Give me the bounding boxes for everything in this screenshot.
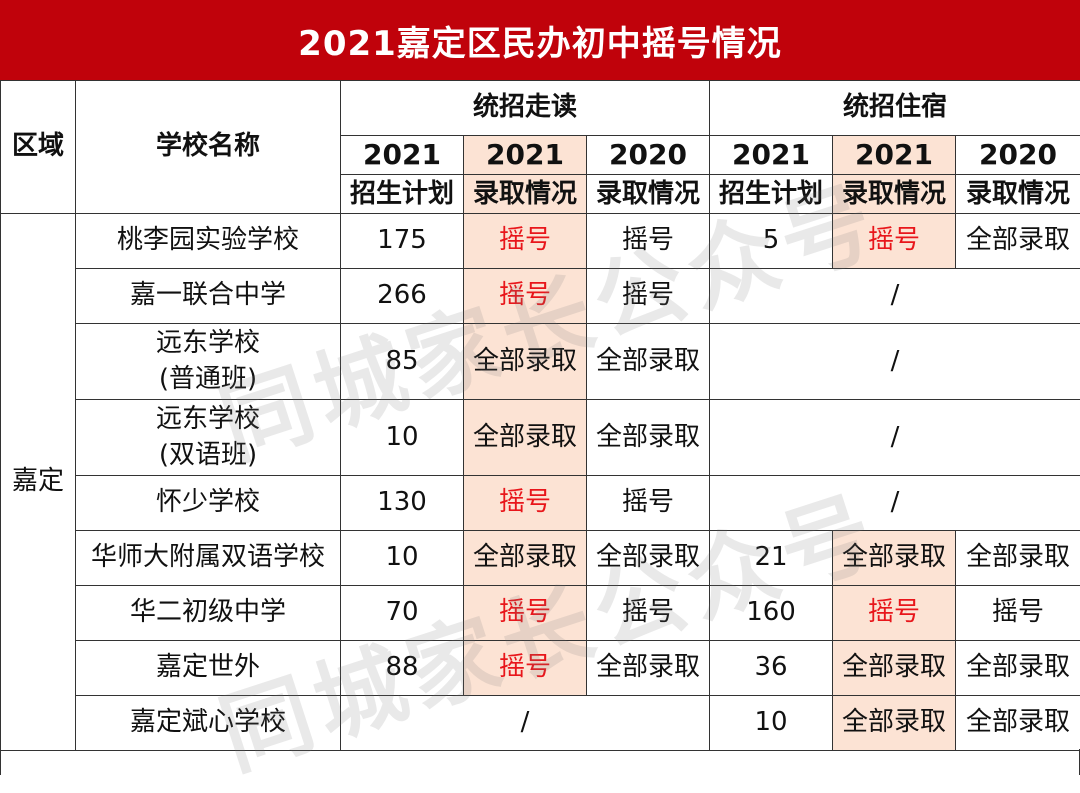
boarding-merged-cell: / <box>710 269 1080 324</box>
header-col-year: 2021 <box>341 136 464 175</box>
boarding-2020-result-cell: 全部录取 <box>956 214 1080 269</box>
header-group-commute: 统招走读 <box>341 81 710 136</box>
boarding-2021-result-cell: 摇号 <box>833 214 956 269</box>
school-name-cell: 桃李园实验学校 <box>76 214 341 269</box>
school-name-line: (双语班) <box>76 438 340 473</box>
commute-plan-cell: 266 <box>341 269 464 324</box>
commute-2021-result-cell: 摇号 <box>464 641 587 696</box>
school-name-cell: 嘉一联合中学 <box>76 269 341 324</box>
boarding-2020-result-cell: 全部录取 <box>956 641 1080 696</box>
school-name-line: 华二初级中学 <box>76 596 340 630</box>
header-col-year: 2020 <box>587 136 710 175</box>
boarding-plan-cell: 5 <box>710 214 833 269</box>
commute-plan-cell: 85 <box>341 324 464 400</box>
header-col-year: 2020 <box>956 136 1080 175</box>
boarding-merged-cell: / <box>710 476 1080 531</box>
page-title: 2021嘉定区民办初中摇号情况 <box>0 0 1080 80</box>
commute-merged-cell: / <box>341 696 710 751</box>
boarding-2020-result-cell: 全部录取 <box>956 696 1080 751</box>
header-col-year: 2021 <box>710 136 833 175</box>
school-name-cell: 嘉定世外 <box>76 641 341 696</box>
boarding-2021-result-cell: 全部录取 <box>833 531 956 586</box>
boarding-2020-result-cell: 摇号 <box>956 586 1080 641</box>
boarding-2021-result-cell: 摇号 <box>833 586 956 641</box>
commute-2021-result-cell: 摇号 <box>464 476 587 531</box>
school-name-line: 桃李园实验学校 <box>76 224 340 258</box>
header-col-label: 招生计划 <box>341 175 464 214</box>
school-name-line: 远东学校 <box>76 326 340 361</box>
boarding-merged-cell: / <box>710 400 1080 476</box>
commute-2020-result-cell: 全部录取 <box>587 400 710 476</box>
region-cell: 嘉定 <box>1 214 76 751</box>
commute-2021-result-cell: 摇号 <box>464 586 587 641</box>
commute-2021-result-cell: 全部录取 <box>464 400 587 476</box>
commute-plan-cell: 175 <box>341 214 464 269</box>
header-school: 学校名称 <box>76 81 341 214</box>
boarding-plan-cell: 10 <box>710 696 833 751</box>
school-name-cell: 华师大附属双语学校 <box>76 531 341 586</box>
commute-2021-result-cell: 全部录取 <box>464 324 587 400</box>
commute-2021-result-cell: 摇号 <box>464 214 587 269</box>
school-name-line: 华师大附属双语学校 <box>76 541 340 575</box>
school-name-cell: 怀少学校 <box>76 476 341 531</box>
boarding-2021-result-cell: 全部录取 <box>833 696 956 751</box>
boarding-plan-cell: 160 <box>710 586 833 641</box>
boarding-2020-result-cell: 全部录取 <box>956 531 1080 586</box>
boarding-plan-cell: 36 <box>710 641 833 696</box>
header-col-year: 2021 <box>833 136 956 175</box>
table-footer-strip <box>0 749 1080 775</box>
school-name-cell: 远东学校(普通班) <box>76 324 341 400</box>
header-region: 区域 <box>1 81 76 214</box>
commute-2020-result-cell: 全部录取 <box>587 324 710 400</box>
boarding-plan-cell: 21 <box>710 531 833 586</box>
commute-2020-result-cell: 摇号 <box>587 269 710 324</box>
boarding-2021-result-cell: 全部录取 <box>833 641 956 696</box>
header-col-label: 招生计划 <box>710 175 833 214</box>
commute-2021-result-cell: 摇号 <box>464 269 587 324</box>
header-col-label: 录取情况 <box>956 175 1080 214</box>
commute-2020-result-cell: 全部录取 <box>587 531 710 586</box>
boarding-merged-cell: / <box>710 324 1080 400</box>
commute-plan-cell: 70 <box>341 586 464 641</box>
commute-plan-cell: 10 <box>341 400 464 476</box>
header-col-label: 录取情况 <box>464 175 587 214</box>
school-name-line: 怀少学校 <box>76 486 340 520</box>
commute-plan-cell: 10 <box>341 531 464 586</box>
commute-plan-cell: 88 <box>341 641 464 696</box>
school-name-line: 嘉一联合中学 <box>76 279 340 313</box>
header-col-label: 录取情况 <box>587 175 710 214</box>
school-name-line: 嘉定世外 <box>76 651 340 685</box>
commute-2021-result-cell: 全部录取 <box>464 531 587 586</box>
commute-plan-cell: 130 <box>341 476 464 531</box>
commute-2020-result-cell: 摇号 <box>587 476 710 531</box>
header-group-boarding: 统招住宿 <box>710 81 1080 136</box>
school-name-cell: 远东学校(双语班) <box>76 400 341 476</box>
school-name-cell: 华二初级中学 <box>76 586 341 641</box>
header-col-year: 2021 <box>464 136 587 175</box>
commute-2020-result-cell: 摇号 <box>587 214 710 269</box>
school-name-line: 远东学校 <box>76 402 340 437</box>
header-col-label: 录取情况 <box>833 175 956 214</box>
commute-2020-result-cell: 摇号 <box>587 586 710 641</box>
school-name-cell: 嘉定斌心学校 <box>76 696 341 751</box>
school-name-line: (普通班) <box>76 362 340 397</box>
commute-2020-result-cell: 全部录取 <box>587 641 710 696</box>
school-name-line: 嘉定斌心学校 <box>76 706 340 740</box>
